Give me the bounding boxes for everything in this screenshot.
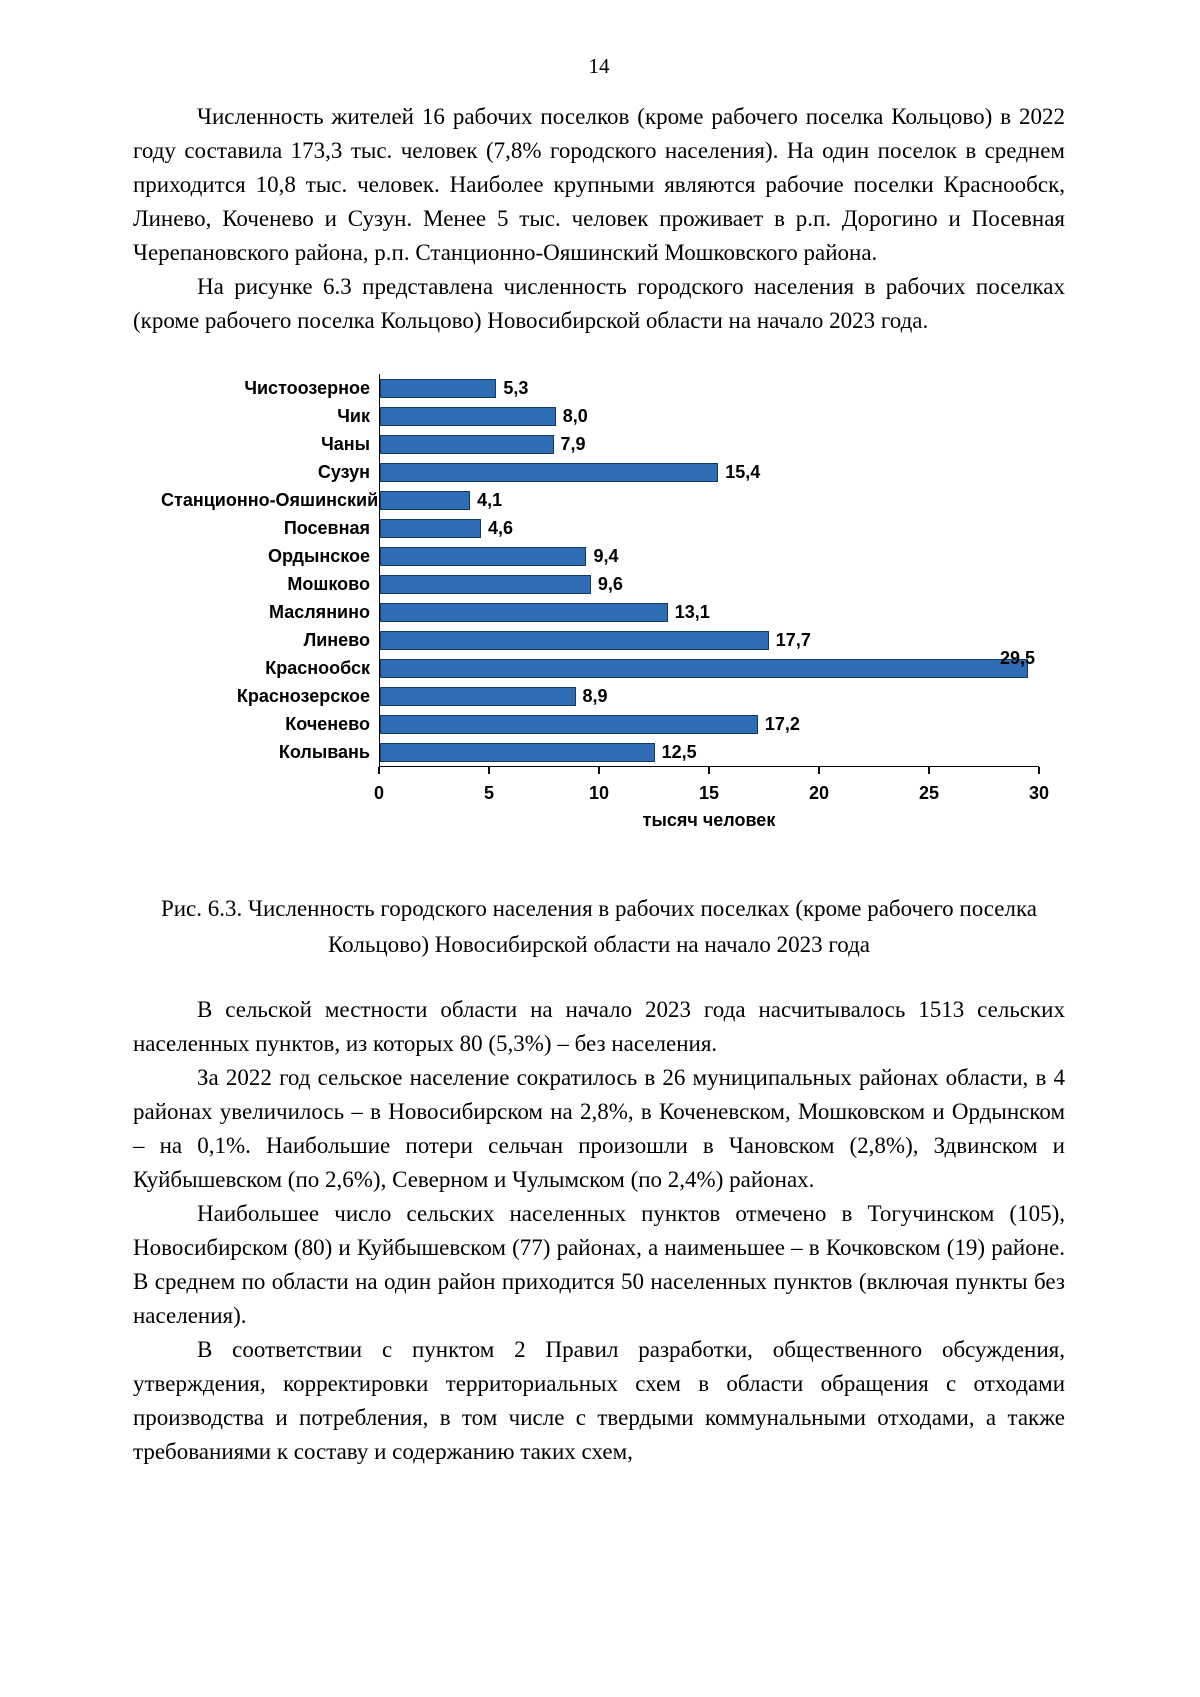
chart-category-label: Мошково bbox=[287, 574, 370, 594]
chart-value-label: 5,3 bbox=[503, 378, 529, 398]
page-number: 14 bbox=[588, 54, 610, 78]
chart-bar bbox=[380, 658, 1029, 678]
chart-tick-label: 0 bbox=[373, 783, 385, 803]
chart-bar bbox=[380, 546, 587, 566]
chart-value-label: 9,4 bbox=[593, 546, 619, 566]
paragraph: Численность жителей 16 рабочих поселков … bbox=[133, 104, 1065, 265]
chart-value-label: 7,9 bbox=[560, 434, 586, 454]
figure-6-3-bar-chart: Чистоозерное Чик Чаны Сузун Станционно-Ояшин… bbox=[161, 374, 1049, 837]
chart-axis-spacer bbox=[161, 767, 379, 801]
chart-x-ticks: 0 5 10 15 20 25 30 bbox=[374, 767, 1049, 803]
chart-value-label: 4,1 bbox=[477, 490, 503, 510]
chart-bar bbox=[380, 742, 655, 762]
chart-bar-row: 4,6 bbox=[380, 514, 1039, 542]
chart-tick-label: 25 bbox=[918, 783, 940, 803]
chart-x-tick: 15 bbox=[699, 767, 719, 810]
chart-category-label: Посевная bbox=[283, 518, 370, 538]
chart-value-label: 17,2 bbox=[764, 714, 800, 734]
chart-value-label: 13,1 bbox=[674, 602, 710, 622]
chart-bar-row: 13,1 bbox=[380, 598, 1039, 626]
chart-value-label: 4,6 bbox=[488, 518, 514, 538]
chart-tick-mark bbox=[1038, 767, 1040, 774]
chart-category-label: Маслянино bbox=[269, 602, 370, 622]
chart-plot-area: 5,3 8,0 7,9 15,4 4,1 4,6 9,4 9,6 13,1 17,7 29,5 8,9… bbox=[379, 374, 1039, 767]
chart-value-label: 15,4 bbox=[725, 462, 761, 482]
chart-category-label: Чик bbox=[337, 406, 370, 426]
chart-tick-label: 30 bbox=[1028, 783, 1050, 803]
chart-x-tick: 20 bbox=[809, 767, 829, 810]
chart-x-tick: 5 bbox=[484, 767, 494, 810]
chart-bar bbox=[380, 490, 471, 510]
chart-tick-mark bbox=[928, 767, 930, 774]
chart-tick-mark bbox=[378, 767, 380, 774]
chart-x-tick: 25 bbox=[919, 767, 939, 810]
chart-x-tick: 10 bbox=[589, 767, 609, 810]
chart-bar-row: 29,5 bbox=[380, 648, 1039, 682]
chart-x-tick: 30 bbox=[1029, 767, 1049, 810]
paragraph: За 2022 год сельское население сократило… bbox=[133, 1065, 1065, 1192]
chart-value-label: 8,9 bbox=[582, 686, 608, 706]
chart-tick-label: 10 bbox=[588, 783, 610, 803]
chart-bar bbox=[380, 378, 497, 398]
chart-category-labels: Чистоозерное Чик Чаны Сузун Станционно-Ояшин… bbox=[161, 374, 379, 767]
chart-x-tick: 0 bbox=[374, 767, 384, 810]
chart-tick-mark bbox=[488, 767, 490, 774]
chart-bar bbox=[380, 406, 556, 426]
chart-bar-row: 5,3 bbox=[380, 374, 1039, 402]
chart-category-label: Ордынское bbox=[267, 546, 370, 566]
figure-caption: Рис. 6.3. Численность городского населен… bbox=[160, 896, 1038, 957]
chart-rows: 5,3 8,0 7,9 15,4 4,1 4,6 9,4 9,6 13,1 17,7 29,5 8,9… bbox=[380, 374, 1039, 766]
chart-value-label: 17,7 bbox=[775, 630, 811, 650]
chart-bar bbox=[380, 630, 769, 650]
chart-tick-label: 5 bbox=[483, 783, 495, 803]
chart-bar-row: 9,6 bbox=[380, 570, 1039, 598]
chart-x-axis-label: тысяч человек bbox=[642, 810, 776, 830]
chart-value-label: 8,0 bbox=[562, 406, 588, 426]
paragraph: На рисунке 6.3 представлена численность … bbox=[133, 274, 1065, 333]
chart-category-label: Краснозерское bbox=[236, 686, 370, 706]
chart-category-label: Сузун bbox=[317, 462, 370, 482]
chart-category-label: Чаны bbox=[321, 434, 370, 454]
chart-bar bbox=[380, 462, 719, 482]
chart-category-label: Чистоозерное bbox=[244, 378, 370, 398]
chart-bar-row: 15,4 bbox=[380, 458, 1039, 486]
chart-category-label: Колывань bbox=[278, 742, 370, 762]
chart-value-label: 29,5 bbox=[999, 648, 1035, 668]
chart-tick-mark bbox=[708, 767, 710, 774]
chart-bar bbox=[380, 574, 591, 594]
chart-bar bbox=[380, 434, 554, 454]
chart-bar-row: 9,4 bbox=[380, 542, 1039, 570]
chart-bar-row: 17,2 bbox=[380, 710, 1039, 738]
paragraph: В сельской местности области на начало 2… bbox=[133, 997, 1065, 1056]
chart-value-label: 12,5 bbox=[661, 742, 697, 762]
paragraph: В соответствии с пунктом 2 Правил разраб… bbox=[133, 1337, 1065, 1464]
chart-bar bbox=[380, 686, 576, 706]
chart-bar bbox=[380, 602, 668, 622]
chart-category-label: Краснообск bbox=[265, 658, 370, 678]
chart-category-label: Коченево bbox=[285, 714, 370, 734]
chart-bar-row: 8,9 bbox=[380, 682, 1039, 710]
chart-tick-mark bbox=[598, 767, 600, 774]
chart-tick-label: 20 bbox=[808, 783, 830, 803]
chart-bar-row: 17,7 bbox=[380, 626, 1039, 654]
chart-tick-mark bbox=[818, 767, 820, 774]
chart-category-label: Линево bbox=[303, 630, 370, 650]
chart-bar-row: 8,0 bbox=[380, 402, 1039, 430]
chart-tick-label: 15 bbox=[698, 783, 720, 803]
chart-bar bbox=[380, 518, 482, 538]
chart-bar-row: 4,1 bbox=[380, 486, 1039, 514]
chart-value-label: 9,6 bbox=[597, 574, 623, 594]
chart-category-label: Станционно-Ояшинский bbox=[161, 490, 379, 510]
paragraph: Наибольшее число сельских населенных пун… bbox=[133, 1201, 1065, 1328]
chart-bar-row: 7,9 bbox=[380, 430, 1039, 458]
chart-bar-row: 12,5 bbox=[380, 738, 1039, 766]
chart-bar bbox=[380, 714, 758, 734]
